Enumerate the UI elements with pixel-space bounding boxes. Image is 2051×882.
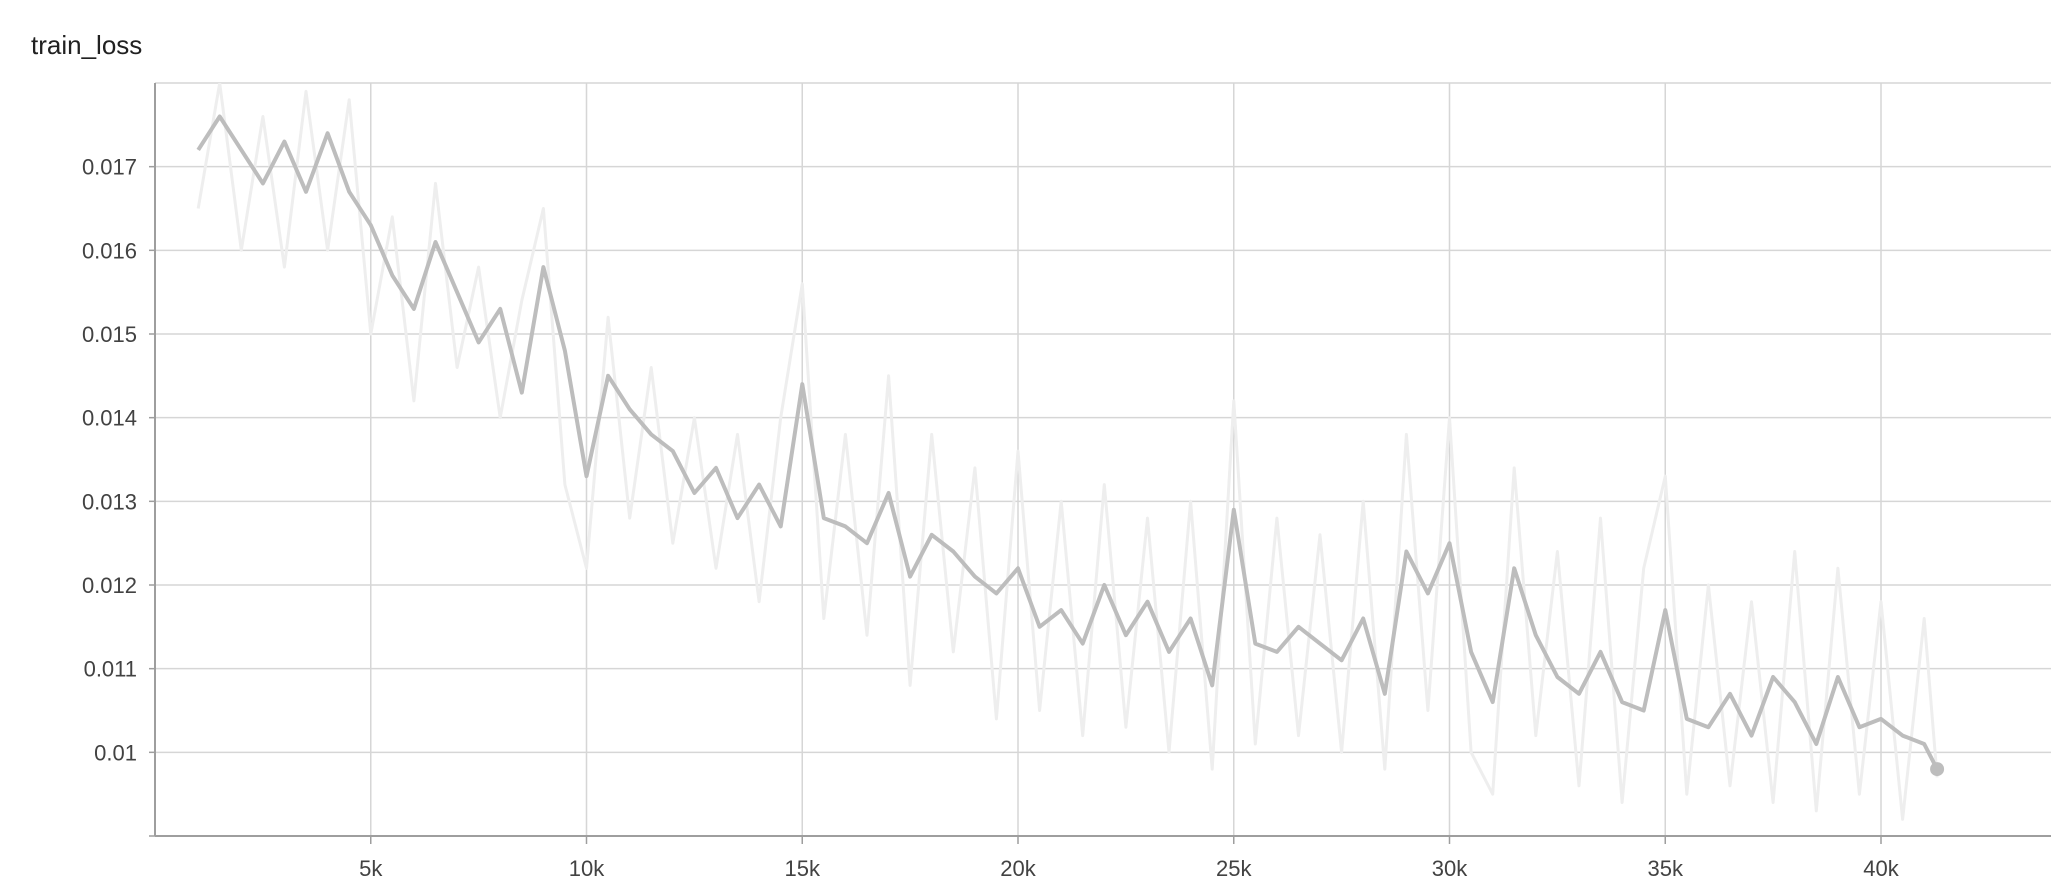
y-tick-label: 0.016 [82,238,137,263]
axes [149,83,2051,844]
x-tick-label: 5k [359,856,383,881]
y-tick-label: 0.01 [94,740,137,765]
last-point-marker [1930,762,1945,777]
raw-series-line [196,83,1939,821]
x-tick-label: 40k [1863,856,1899,881]
x-tick-label: 35k [1648,856,1684,881]
y-tick-label: 0.011 [84,657,137,682]
series-group [196,83,1939,821]
tick-labels: 0.01 0.011 0.012 0.013 0.014 0.015 0.016 0.017 5… [82,155,1900,881]
x-tick-label: 10k [569,856,605,881]
y-tick-label: 0.014 [82,406,137,431]
y-tick-label: 0.012 [82,573,137,598]
x-tick-label: 30k [1432,856,1468,881]
y-tick-label: 0.013 [82,489,137,514]
x-tick-label: 20k [1000,856,1036,881]
x-tick-label: 15k [785,856,821,881]
chart-title: train_loss [31,30,143,60]
smoothed-series-line [196,114,1939,771]
y-tick-label: 0.017 [82,155,137,180]
y-tick-label: 0.015 [82,322,137,347]
grid [155,82,2051,836]
x-tick-label: 25k [1216,856,1252,881]
